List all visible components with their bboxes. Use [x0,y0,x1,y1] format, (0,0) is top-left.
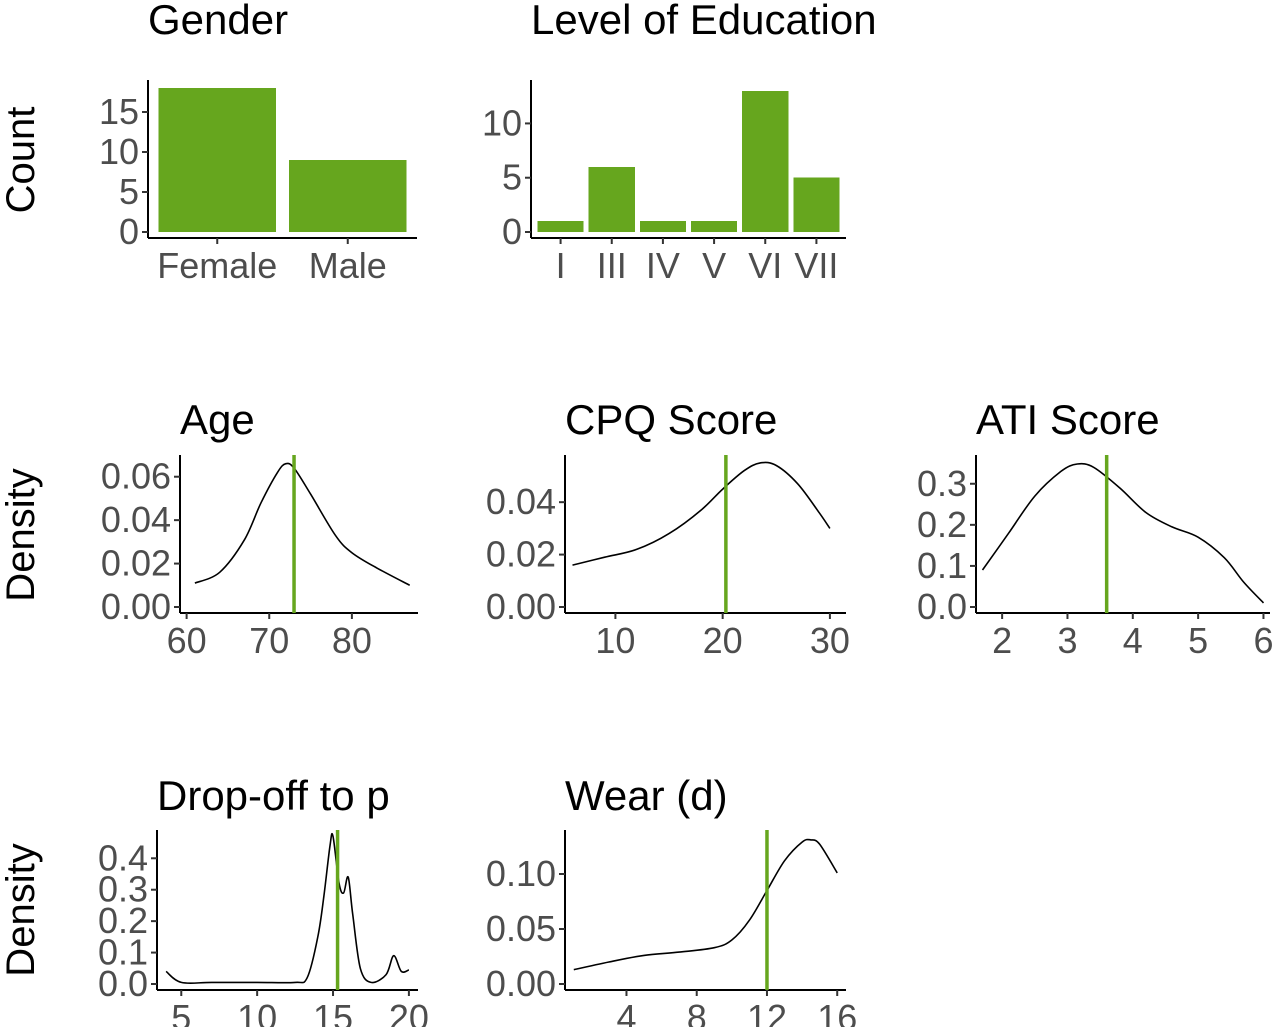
dropoff-title: Drop-off to p [157,772,390,819]
gender-xtick-label: Female [157,245,277,286]
cpq-ytick-label: 0.02 [486,534,556,575]
wear-xtick-label: 4 [616,997,636,1027]
education-xtick-label: VII [794,245,838,286]
cpq-title: CPQ Score [565,396,777,443]
ati-xtick-label: 6 [1253,620,1273,661]
dropoff-xtick-label: 15 [313,997,353,1027]
education-bar [742,90,789,232]
ati-ytick-label: 0.0 [917,586,967,627]
education-xtick-label: IV [646,245,680,286]
row-label-density-middle: Density [0,468,43,601]
dropoff-ytick-label: 0.4 [98,837,148,878]
gender-ytick-label: 5 [119,171,139,212]
age-xtick-label: 80 [332,620,372,661]
gender-xtick-label: Male [309,245,387,286]
education-bar [793,177,840,232]
education-title: Level of Education [531,0,877,43]
education-bar [639,221,686,232]
education-xtick-label: III [597,245,627,286]
ati-ytick-label: 0.1 [917,545,967,586]
cpq-ytick-label: 0.04 [486,481,556,522]
age-ytick-label: 0.06 [101,456,171,497]
education-xtick-label: I [556,245,566,286]
dropoff-xtick-label: 10 [237,997,277,1027]
ati-ytick-label: 0.3 [917,463,967,504]
dropoff-xtick-label: 20 [389,997,429,1027]
wear-ytick-label: 0.05 [486,908,556,949]
education-bar [588,166,635,232]
gender-bar [289,160,407,232]
panel-dropoff: Drop-off to p 0.00.10.20.30.4 5 10 15 20 [98,772,429,1027]
row-label-density-bottom: Density [0,843,43,976]
cpq-density-curve [572,461,831,566]
panel-wear: Wear (d) 0.00 0.05 0.10 4 8 12 16 [486,772,857,1027]
panel-age: Age 0.000.020.040.06 60 70 80 [101,396,418,661]
gender-title: Gender [148,0,288,43]
education-ytick-label: 10 [482,102,522,143]
dropoff-ytick-label: 0.3 [98,869,148,910]
age-density-curve [194,462,411,587]
ati-xtick-label: 3 [1057,620,1077,661]
age-title: Age [180,396,255,443]
age-ytick-label: 0.00 [101,586,171,627]
age-xtick-label: 70 [249,620,289,661]
dropoff-density-curve [165,832,410,985]
gender-ytick-label: 15 [99,91,139,132]
wear-title: Wear (d) [565,772,728,819]
wear-ytick-label: 0.10 [486,853,556,894]
age-xtick-label: 60 [167,620,207,661]
age-ytick-label: 0.04 [101,499,171,540]
education-xtick-label: VI [748,245,782,286]
education-bar [537,221,584,232]
ati-xtick-label: 4 [1123,620,1143,661]
ati-density-curve [981,462,1265,604]
dropoff-ytick-label: 0.2 [98,900,148,941]
wear-ytick-label: 0.00 [486,963,556,1004]
wear-xtick-label: 8 [687,997,707,1027]
panel-cpq: CPQ Score 0.00 0.02 0.04 10 20 30 [486,396,850,661]
dropoff-xtick-label: 5 [171,997,191,1027]
education-bar [691,221,738,232]
cpq-xtick-label: 10 [595,620,635,661]
dropoff-ytick-label: 0.1 [98,932,148,973]
ati-title: ATI Score [976,396,1160,443]
cpq-xtick-label: 30 [810,620,850,661]
wear-density-curve [573,838,838,971]
gender-bar [158,88,276,232]
gender-ytick-label: 0 [119,211,139,252]
age-ytick-label: 0.02 [101,543,171,584]
cpq-xtick-label: 20 [703,620,743,661]
row-label-count: Count [0,107,43,214]
cpq-ytick-label: 0.00 [486,586,556,627]
ati-xtick-label: 5 [1188,620,1208,661]
wear-xtick-label: 12 [747,997,787,1027]
ati-ytick-label: 0.2 [917,504,967,545]
panel-ati: ATI Score 0.00.10.20.3 2 3 4 5 6 [917,396,1274,661]
gender-ytick-label: 10 [99,131,139,172]
education-ytick-label: 0 [502,211,522,252]
dropoff-ytick-label: 0.0 [98,963,148,1004]
wear-xtick-label: 16 [817,997,857,1027]
ati-xtick-label: 2 [992,620,1012,661]
education-ytick-label: 5 [502,157,522,198]
education-xtick-label: V [702,245,726,286]
